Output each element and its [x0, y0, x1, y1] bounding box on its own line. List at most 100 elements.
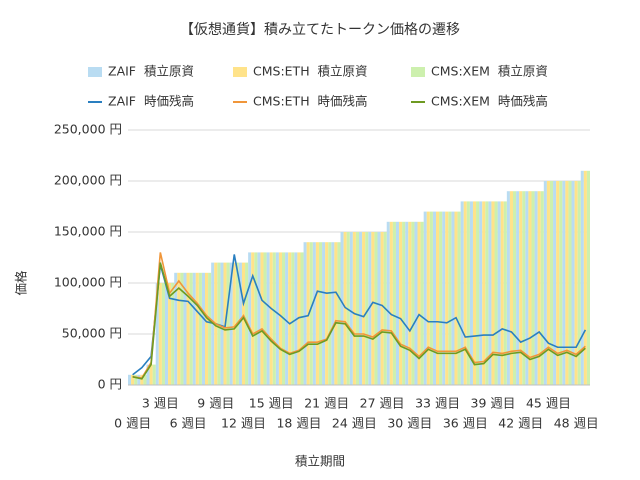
bar [429, 211, 433, 385]
bar [325, 242, 329, 385]
bar [469, 201, 473, 385]
bar [238, 262, 242, 385]
bar [322, 242, 326, 385]
legend-swatch [411, 67, 425, 77]
x-tick-label: 33 週目 [415, 396, 460, 411]
bar [355, 232, 359, 385]
x-tick-label: 21 週目 [304, 396, 349, 411]
bar [513, 191, 517, 385]
bar [297, 252, 301, 385]
bar [553, 181, 557, 385]
bar [334, 242, 338, 385]
bar [241, 262, 246, 385]
bar [254, 252, 258, 385]
bar [586, 170, 590, 385]
x-tick-label: 6 週目 [170, 416, 207, 431]
bar [420, 221, 424, 385]
bar [309, 242, 313, 385]
bar [571, 181, 575, 385]
bar [177, 272, 181, 385]
x-tick-label: 27 週目 [360, 396, 405, 411]
y-tick-label: 100,000 円 [54, 275, 122, 290]
bar [349, 232, 353, 385]
bar [303, 242, 307, 385]
bar [278, 252, 282, 385]
bar [134, 374, 138, 385]
bar [580, 170, 584, 385]
bar [226, 262, 230, 385]
bar [131, 374, 135, 385]
y-tick-label: 0 円 [98, 377, 122, 392]
x-tick-label: 30 週目 [387, 416, 432, 431]
bar [128, 374, 132, 385]
bar [497, 201, 501, 385]
bar [192, 272, 196, 385]
bar [439, 211, 443, 385]
bar [479, 201, 483, 385]
y-tick-label: 150,000 円 [54, 224, 122, 239]
x-tick-label: 12 週目 [221, 416, 266, 431]
bar [146, 364, 150, 385]
bar [365, 232, 369, 385]
bar [198, 272, 202, 385]
line [132, 262, 586, 380]
x-tick-label: 0 週目 [114, 416, 151, 431]
line [132, 252, 586, 379]
bar [402, 221, 406, 385]
bar [414, 221, 418, 385]
bar [411, 221, 415, 385]
bar [260, 252, 264, 385]
bar [312, 242, 316, 385]
bar [371, 232, 375, 385]
x-tick-label: 18 週目 [276, 416, 321, 431]
bar [537, 191, 541, 385]
bar [516, 191, 520, 385]
x-tick-label: 36 週目 [443, 416, 488, 431]
bar [300, 252, 304, 385]
bar [377, 232, 381, 385]
legend-label: ZAIF 積立原資 [108, 64, 194, 79]
bar [426, 211, 430, 385]
bar [405, 221, 409, 385]
bar [374, 232, 378, 385]
bar [506, 191, 510, 385]
bar [436, 211, 440, 385]
x-tick-label: 45 週目 [526, 396, 571, 411]
bar [476, 201, 480, 385]
legend-label: CMS:ETH 積立原資 [253, 64, 368, 79]
bar [272, 252, 276, 385]
bar [389, 221, 393, 385]
bar [559, 181, 563, 385]
bar [205, 272, 209, 385]
bar [294, 252, 298, 385]
bar [220, 262, 224, 385]
legend-label: CMS:XEM 時価残高 [431, 94, 548, 109]
bar [140, 374, 144, 385]
bar [288, 252, 292, 385]
bar [318, 242, 323, 385]
bar [291, 252, 295, 385]
bar [195, 272, 199, 385]
bar [519, 191, 523, 385]
bar [454, 211, 458, 385]
bar [201, 272, 205, 385]
bar [189, 272, 193, 385]
x-tick-label: 15 週目 [249, 396, 294, 411]
bar [158, 283, 162, 385]
bar [392, 221, 396, 385]
bar [164, 283, 169, 385]
x-tick-label: 3 週目 [142, 396, 179, 411]
bar [285, 252, 289, 385]
bar [534, 191, 538, 385]
bar [543, 181, 547, 385]
bar [337, 242, 341, 385]
bar [328, 242, 332, 385]
bar [445, 211, 449, 385]
bar [485, 201, 489, 385]
bar [503, 201, 507, 385]
bar [352, 232, 356, 385]
bar [491, 201, 495, 385]
bar [155, 283, 159, 385]
bar [549, 181, 554, 385]
y-tick-label: 200,000 円 [54, 173, 122, 188]
